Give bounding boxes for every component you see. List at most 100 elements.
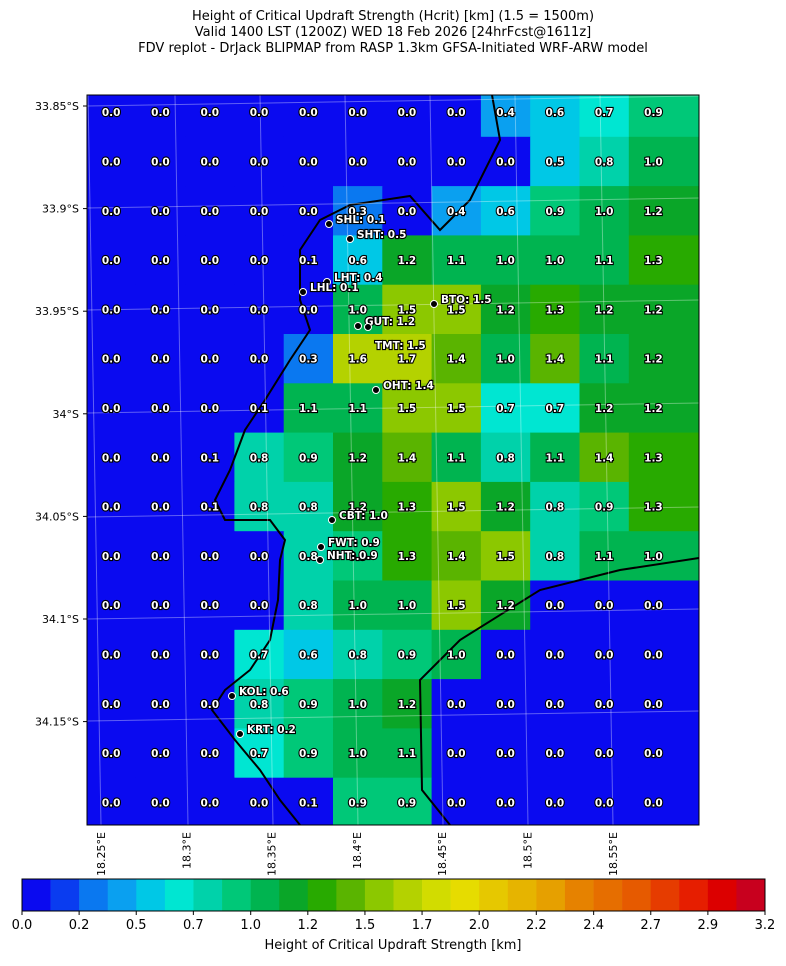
- field-cell: [185, 383, 235, 434]
- field-cell: [530, 580, 580, 631]
- cell-value: 0.0: [644, 699, 663, 711]
- colorbar-tick-label: 0.7: [183, 918, 204, 933]
- field-cell: [628, 284, 699, 335]
- cell-value: 0.7: [595, 107, 614, 119]
- field-cell: [480, 777, 531, 825]
- station-marker: [228, 692, 236, 700]
- cell-value: 0.5: [546, 156, 565, 168]
- field-cell: [135, 531, 186, 581]
- cell-value: 0.0: [102, 649, 121, 661]
- station-label: SHL: 0.1: [336, 214, 386, 226]
- field-cell: [382, 629, 433, 680]
- colorbar-swatch: [50, 879, 80, 911]
- colorbar-swatch: [364, 879, 394, 911]
- field-cell: [333, 95, 383, 138]
- field-cell: [382, 728, 433, 779]
- field-cell: [283, 531, 334, 581]
- cell-value: 1.3: [644, 255, 663, 267]
- field-cell: [185, 481, 235, 532]
- cell-value: 1.0: [348, 699, 367, 711]
- cell-value: 0.0: [151, 551, 170, 563]
- field-cell: [234, 95, 285, 138]
- field-cell: [431, 629, 482, 680]
- field-cell: [530, 629, 580, 680]
- cell-value: 0.8: [595, 156, 614, 168]
- cell-value: 0.8: [496, 452, 515, 464]
- cell-value: 0.9: [398, 649, 417, 661]
- field-cell: [87, 481, 137, 532]
- colorbar-tick-label: 1.7: [412, 918, 433, 933]
- cell-value: 0.0: [200, 748, 219, 760]
- cell-value: 0.8: [546, 502, 565, 514]
- field-cell: [87, 777, 137, 825]
- field-cell: [135, 186, 186, 236]
- cell-value: 0.6: [546, 107, 565, 119]
- colorbar-swatch: [450, 879, 480, 911]
- cell-value: 1.0: [546, 255, 565, 267]
- field-cell: [234, 481, 285, 532]
- colorbar-swatch: [650, 879, 680, 911]
- field-cell: [530, 481, 580, 532]
- field-cell: [480, 235, 531, 286]
- colorbar-swatch: [679, 879, 709, 911]
- cell-value: 0.1: [250, 403, 269, 415]
- cell-value: 0.0: [102, 206, 121, 218]
- field-cell: [283, 95, 334, 138]
- colorbar-swatch: [279, 879, 309, 911]
- field-cell: [530, 432, 580, 483]
- lon-tick-label: 18.55°E: [607, 832, 620, 876]
- field-cell: [333, 235, 383, 286]
- cell-value: 0.0: [348, 156, 367, 168]
- field-cell: [382, 777, 433, 825]
- field-cell: [628, 728, 699, 779]
- station-label: KOL: 0.6: [239, 686, 289, 698]
- field-cell: [579, 186, 630, 236]
- field-cell: [480, 531, 531, 581]
- colorbar-swatch: [622, 879, 651, 911]
- cell-value: 1.3: [644, 452, 663, 464]
- cell-value: 1.2: [496, 502, 515, 514]
- cell-value: 0.0: [102, 600, 121, 612]
- field-cell: [283, 679, 334, 729]
- field-cell: [431, 284, 482, 335]
- colorbar-swatch: [22, 879, 51, 911]
- field-cell: [135, 284, 186, 335]
- field-cell: [135, 383, 186, 434]
- field-cell: [382, 235, 433, 286]
- cell-value: 0.0: [200, 600, 219, 612]
- cell-value: 1.0: [447, 649, 466, 661]
- cell-value: 1.0: [496, 354, 515, 366]
- lon-tick-label: 18.45°E: [436, 832, 449, 876]
- field-cell: [185, 679, 235, 729]
- field-cell: [87, 629, 137, 680]
- field-cell: [234, 777, 285, 825]
- field-cell: [283, 728, 334, 779]
- cell-value: 0.0: [102, 354, 121, 366]
- cell-value: 0.8: [299, 502, 318, 514]
- cell-value: 1.1: [595, 551, 614, 563]
- cell-value: 0.0: [151, 403, 170, 415]
- cell-value: 1.2: [644, 354, 663, 366]
- cell-value: 0.0: [200, 107, 219, 119]
- coastline: [418, 557, 699, 825]
- colorbar-tick-label: 3.2: [755, 918, 776, 933]
- cell-value: 0.0: [447, 748, 466, 760]
- cell-value: 1.1: [447, 255, 466, 267]
- cell-value: 0.0: [102, 699, 121, 711]
- cell-value: 0.0: [151, 206, 170, 218]
- cell-value: 0.0: [102, 551, 121, 563]
- lat-tick-label: 34.05°S: [35, 510, 79, 523]
- cell-value: 0.0: [546, 699, 565, 711]
- colorbar-tick-label: 2.9: [698, 918, 719, 933]
- field-cell: [628, 777, 699, 825]
- cell-value: 0.0: [250, 551, 269, 563]
- cell-value: 0.0: [250, 354, 269, 366]
- field-cell: [480, 383, 531, 434]
- cell-value: 0.0: [250, 156, 269, 168]
- lat-tick-label: 34.1°S: [42, 613, 79, 626]
- field-cell: [333, 777, 383, 825]
- cell-value: 1.2: [496, 304, 515, 316]
- field-cell: [579, 679, 630, 729]
- cell-value: 0.0: [546, 797, 565, 809]
- colorbar-swatch: [250, 879, 280, 911]
